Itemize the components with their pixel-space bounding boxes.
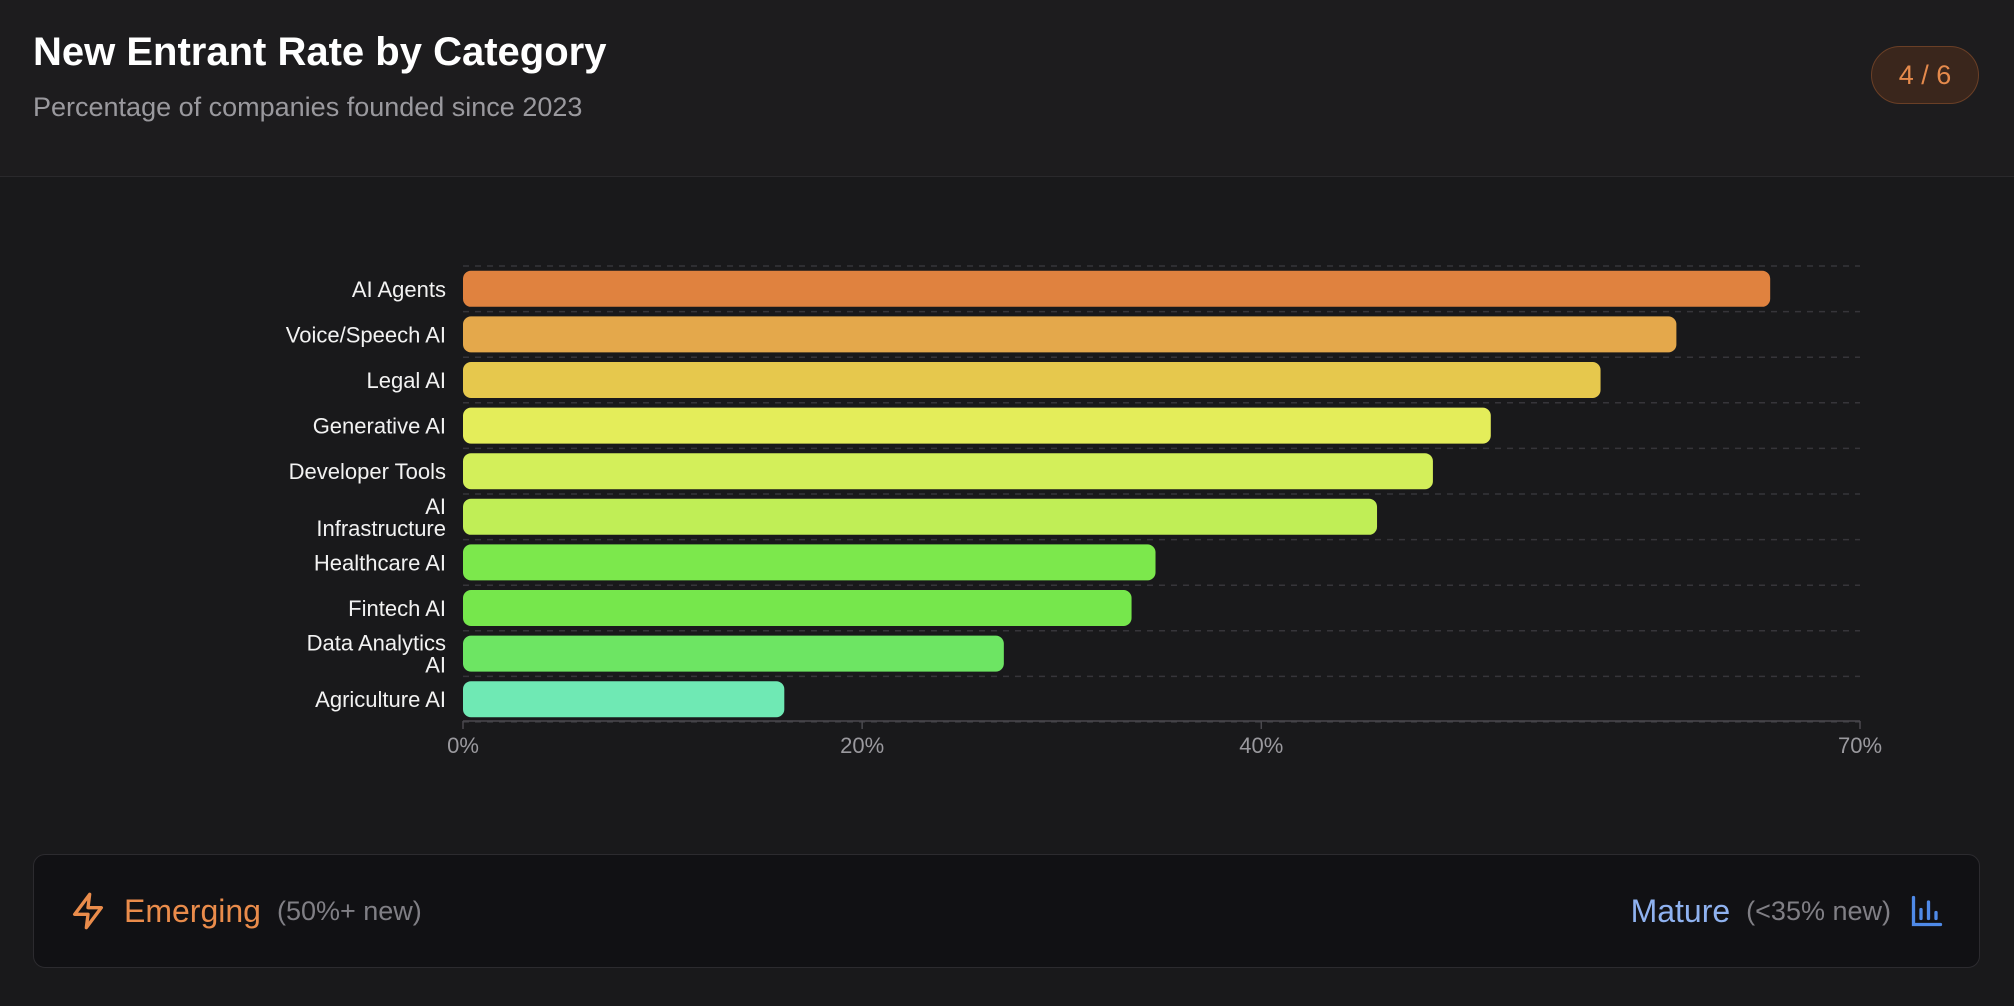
bar [463, 590, 1132, 626]
category-label: Legal AI [366, 368, 446, 393]
x-tick-label: 20% [840, 733, 884, 758]
page-indicator-badge[interactable]: 4 / 6 [1871, 46, 1979, 104]
category-label: Generative AI [313, 414, 446, 439]
bar [463, 635, 1004, 672]
bar [463, 362, 1601, 398]
legend-mature-label: Mature [1630, 892, 1731, 929]
category-label: AI Infrastructure [316, 494, 446, 541]
page-title: New Entrant Rate by Category [33, 30, 607, 74]
header: New Entrant Rate by Category Percentage … [0, 0, 2014, 177]
bar [463, 316, 1677, 353]
category-label: Agriculture AI [315, 687, 446, 712]
x-tick-label: 40% [1239, 733, 1283, 758]
legend-mature: Mature (<35% new) [1631, 855, 1945, 967]
lightning-icon [68, 891, 108, 931]
category-labels: AI Agents Voice/Speech AI Legal AI Generati… [286, 277, 446, 712]
category-label: Developer Tools [289, 459, 446, 484]
bar [463, 453, 1433, 490]
x-tick-label: 0% [447, 733, 479, 758]
legend-panel: Emerging (50%+ new) Mature (<35% new) [33, 854, 1980, 968]
legend-emerging-label: Emerging [124, 892, 261, 929]
legend-emerging-note: (50%+ new) [276, 895, 422, 926]
x-tick-label: 70% [1838, 733, 1882, 758]
bar [463, 544, 1156, 581]
page-subtitle: Percentage of companies founded since 20… [33, 92, 583, 122]
grid-lines [463, 265, 1860, 723]
bar [463, 681, 785, 718]
bar [463, 498, 1378, 535]
category-label: Voice/Speech AI [286, 322, 446, 347]
legend-mature-note: (<35% new) [1746, 895, 1891, 926]
category-label: Fintech AI [348, 596, 446, 621]
category-label: AI Agents [352, 277, 446, 302]
category-label: Data Analytics AI [307, 631, 446, 678]
bar-chart: AI Agents Voice/Speech AI Legal AI Generati… [286, 265, 1882, 758]
legend-emerging: Emerging (50%+ new) [68, 855, 422, 967]
bar [463, 270, 1771, 307]
bars [463, 270, 1771, 718]
category-label: Healthcare AI [314, 550, 446, 575]
bar-chart-icon [1909, 893, 1945, 929]
bar [463, 407, 1491, 444]
x-axis: 0% 20% 40% 70% [447, 720, 1882, 758]
